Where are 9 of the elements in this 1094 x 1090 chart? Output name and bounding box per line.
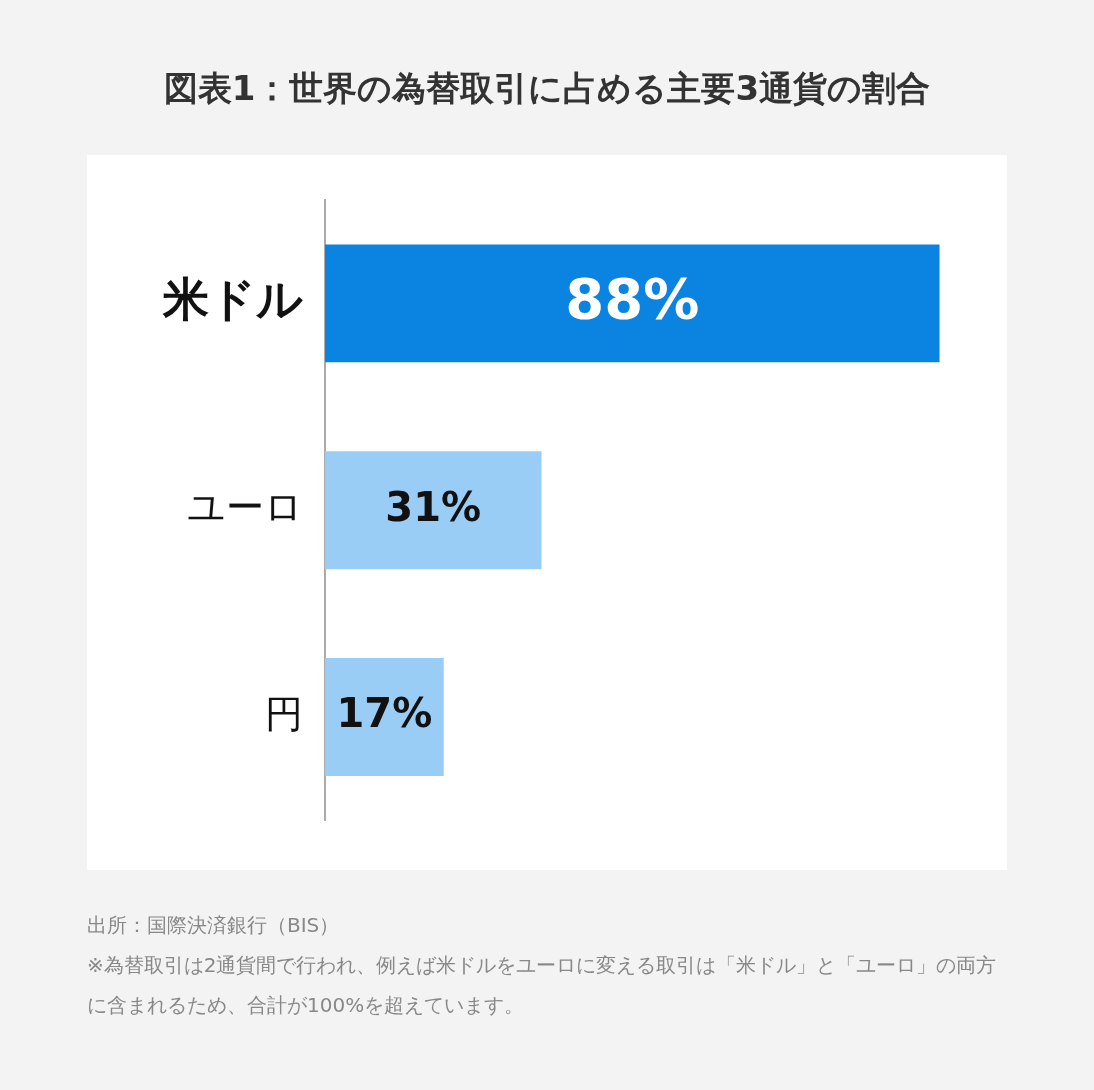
chart-title: 図表1：世界の為替取引に占める主要3通貨の割合	[162, 67, 932, 110]
text: 出所：国際決済銀行（BIS）	[87, 912, 341, 939]
y-tick-label: 円	[265, 691, 303, 736]
data-label: 88%	[565, 265, 700, 331]
y-tick-label: ユーロ	[187, 485, 303, 530]
data-label: 17%	[336, 690, 433, 737]
text: ※為替取引は2通貨間で行われ、例えば米ドルをユーロに変える取引は「米ドル」と「ユーロ」の両方に含まれるため、合計が100%を超えています。	[87, 952, 998, 1019]
data-label: 31%	[385, 483, 482, 530]
y-tick-label: 米ドル	[162, 272, 303, 327]
